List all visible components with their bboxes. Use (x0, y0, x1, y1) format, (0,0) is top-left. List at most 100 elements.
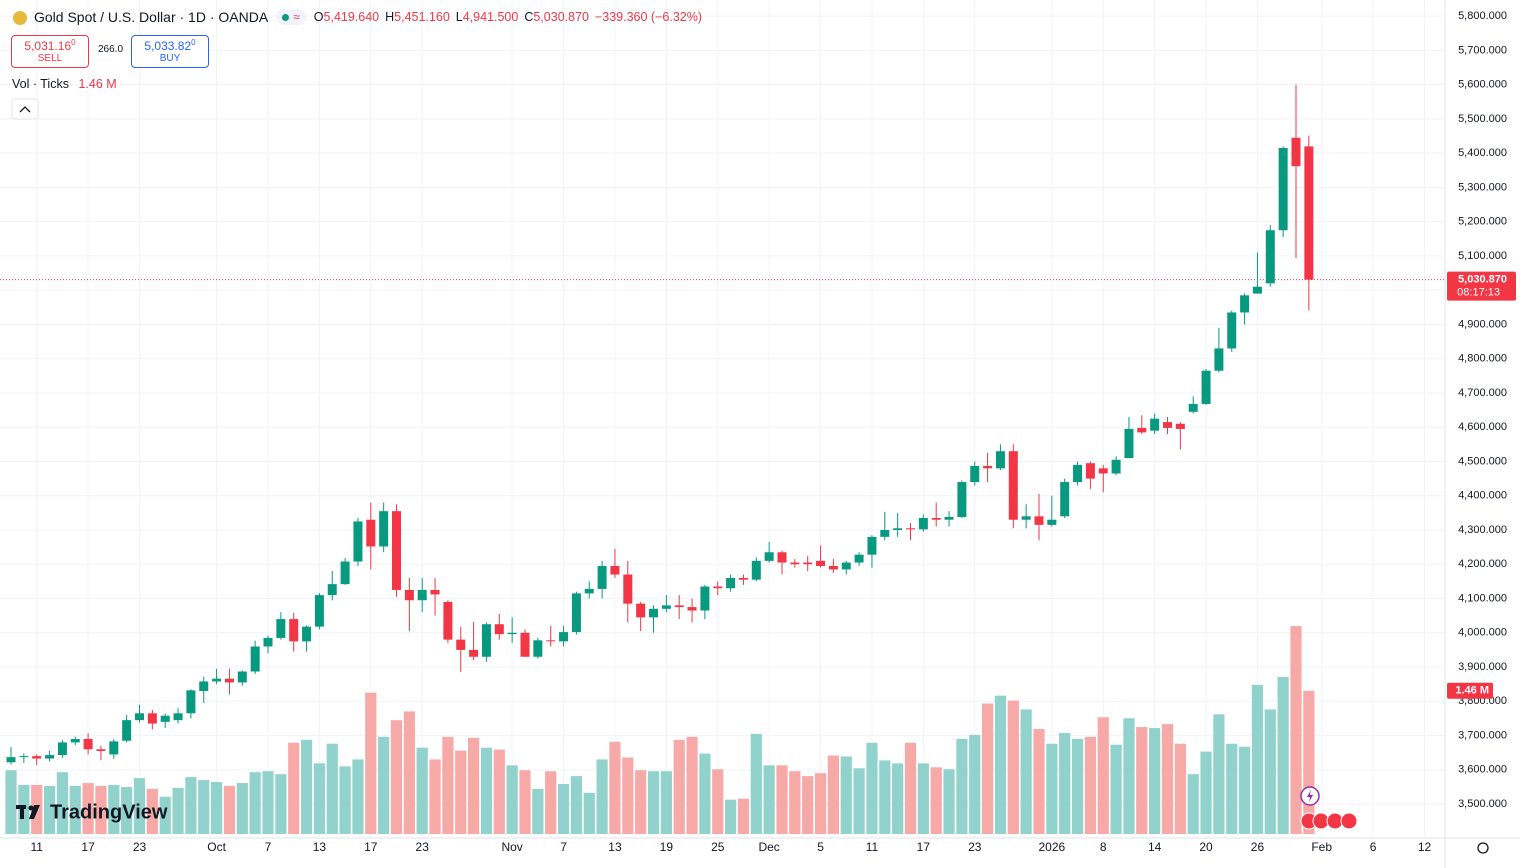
volume-bar (95, 785, 107, 834)
sell-label: SELL (37, 53, 63, 64)
volume-bar (365, 692, 377, 834)
candle-body (931, 518, 941, 520)
ohlc-key: L (455, 10, 463, 24)
candle-body (1214, 348, 1224, 371)
y-tick-label: 5,600.000 (1458, 79, 1507, 91)
candle-body (224, 678, 234, 683)
symbol-icon[interactable] (13, 11, 27, 25)
candle-body (6, 757, 16, 763)
candle-body (520, 632, 530, 657)
candle-body (1240, 295, 1250, 313)
volume-bar (840, 756, 852, 834)
x-tick-label: 23 (133, 840, 147, 854)
candle-body (1150, 418, 1160, 431)
candle-body (340, 561, 350, 585)
volume-bar (1264, 709, 1276, 834)
volume-bar (1007, 700, 1019, 834)
candle-body (1188, 403, 1198, 412)
y-tick-label: 4,000.000 (1458, 627, 1507, 639)
volume-bar (609, 741, 621, 834)
candle-body (764, 552, 774, 561)
volume-bar (300, 739, 313, 834)
volume-bar (108, 784, 120, 834)
sell-price: 5,031.16 (24, 39, 72, 53)
candle-body (1085, 463, 1095, 479)
volume-bar (583, 792, 595, 834)
candle-body (186, 690, 196, 714)
grid (0, 0, 1445, 838)
x-tick-label: 11 (866, 840, 879, 854)
volume-bar (223, 785, 236, 834)
collapse-button[interactable] (11, 98, 39, 120)
candle-body (250, 646, 260, 672)
volume-bar (43, 785, 56, 834)
status-pill[interactable]: ≈ (276, 9, 306, 25)
settings-button[interactable] (1477, 842, 1489, 854)
volume-bar (930, 767, 942, 834)
volume-bar (814, 773, 827, 834)
x-tick-label: Feb (1311, 840, 1332, 854)
volume-bar (763, 765, 775, 834)
candle-body (199, 681, 209, 692)
y-tick-label: 4,800.000 (1458, 353, 1507, 365)
candle-body (70, 738, 80, 743)
candle-body (867, 536, 877, 555)
volume-bar (827, 755, 839, 834)
y-tick-label: 5,700.000 (1458, 44, 1507, 56)
volume-bar (390, 720, 403, 834)
economic-events[interactable] (1300, 812, 1358, 830)
candle-body (456, 639, 466, 650)
candle-body (417, 589, 427, 601)
volume-bar (159, 796, 171, 834)
volume-bar (789, 771, 801, 834)
candle-body (597, 565, 607, 589)
x-tick-label: 20 (1199, 840, 1213, 854)
volume-bar (1213, 714, 1225, 834)
event-icon-glyph (1307, 790, 1313, 802)
countdown-label: 08:17:13 (1457, 287, 1500, 299)
x-tick-label: 6 (1370, 840, 1377, 854)
x-tick-label: 5 (817, 840, 824, 854)
x-tick-label: 19 (660, 840, 674, 854)
candle-body (738, 577, 748, 580)
volume-tag-label: 1.46 M (1455, 685, 1489, 697)
last-price-label: 5,030.870 (1458, 274, 1507, 286)
volume-bar (1097, 717, 1109, 834)
candle-body (1201, 370, 1211, 404)
buy-button[interactable]: 5,033.820 BUY (131, 35, 209, 68)
candle-body (559, 632, 569, 642)
candle-body (1124, 428, 1134, 459)
volume-bar (378, 736, 390, 834)
y-tick-label: 5,400.000 (1458, 147, 1507, 159)
candle-body (584, 588, 594, 594)
volume-bar (275, 774, 287, 834)
candle-body (533, 640, 543, 657)
volume-bar (1110, 744, 1122, 834)
candle-body (1021, 516, 1031, 520)
sell-button[interactable]: 5,031.160 SELL (11, 35, 89, 68)
volume-bar (866, 742, 878, 834)
axes: 3,500.0003,600.0003,700.0003,800.0003,90… (30, 10, 1516, 854)
y-tick-label: 4,600.000 (1458, 421, 1507, 433)
x-tick-label: 26 (1251, 840, 1265, 854)
candle-body (841, 562, 851, 570)
candle-body (147, 713, 157, 724)
symbol-title[interactable]: Gold Spot / U.S. Dollar · 1D · OANDA (34, 9, 269, 25)
y-tick-label: 4,300.000 (1458, 524, 1507, 536)
y-tick-label: 5,200.000 (1458, 216, 1507, 228)
ohlc-value: 5,419.640 (323, 10, 380, 24)
volume-legend-name[interactable]: Vol · Ticks (12, 77, 69, 91)
volume-bar (5, 770, 17, 834)
candle-body (790, 562, 800, 565)
volume-bar (339, 766, 351, 834)
candle-body (1060, 482, 1070, 517)
volume-bar (994, 695, 1007, 834)
logo: TradingView (50, 801, 168, 823)
candle-body (970, 465, 980, 483)
volume-bar (943, 769, 955, 834)
ohlc-value: 5,030.870 (533, 10, 589, 24)
candle-body (546, 640, 556, 642)
candle-body (636, 603, 646, 618)
volume-bar (904, 742, 917, 834)
candle-body (366, 519, 376, 547)
